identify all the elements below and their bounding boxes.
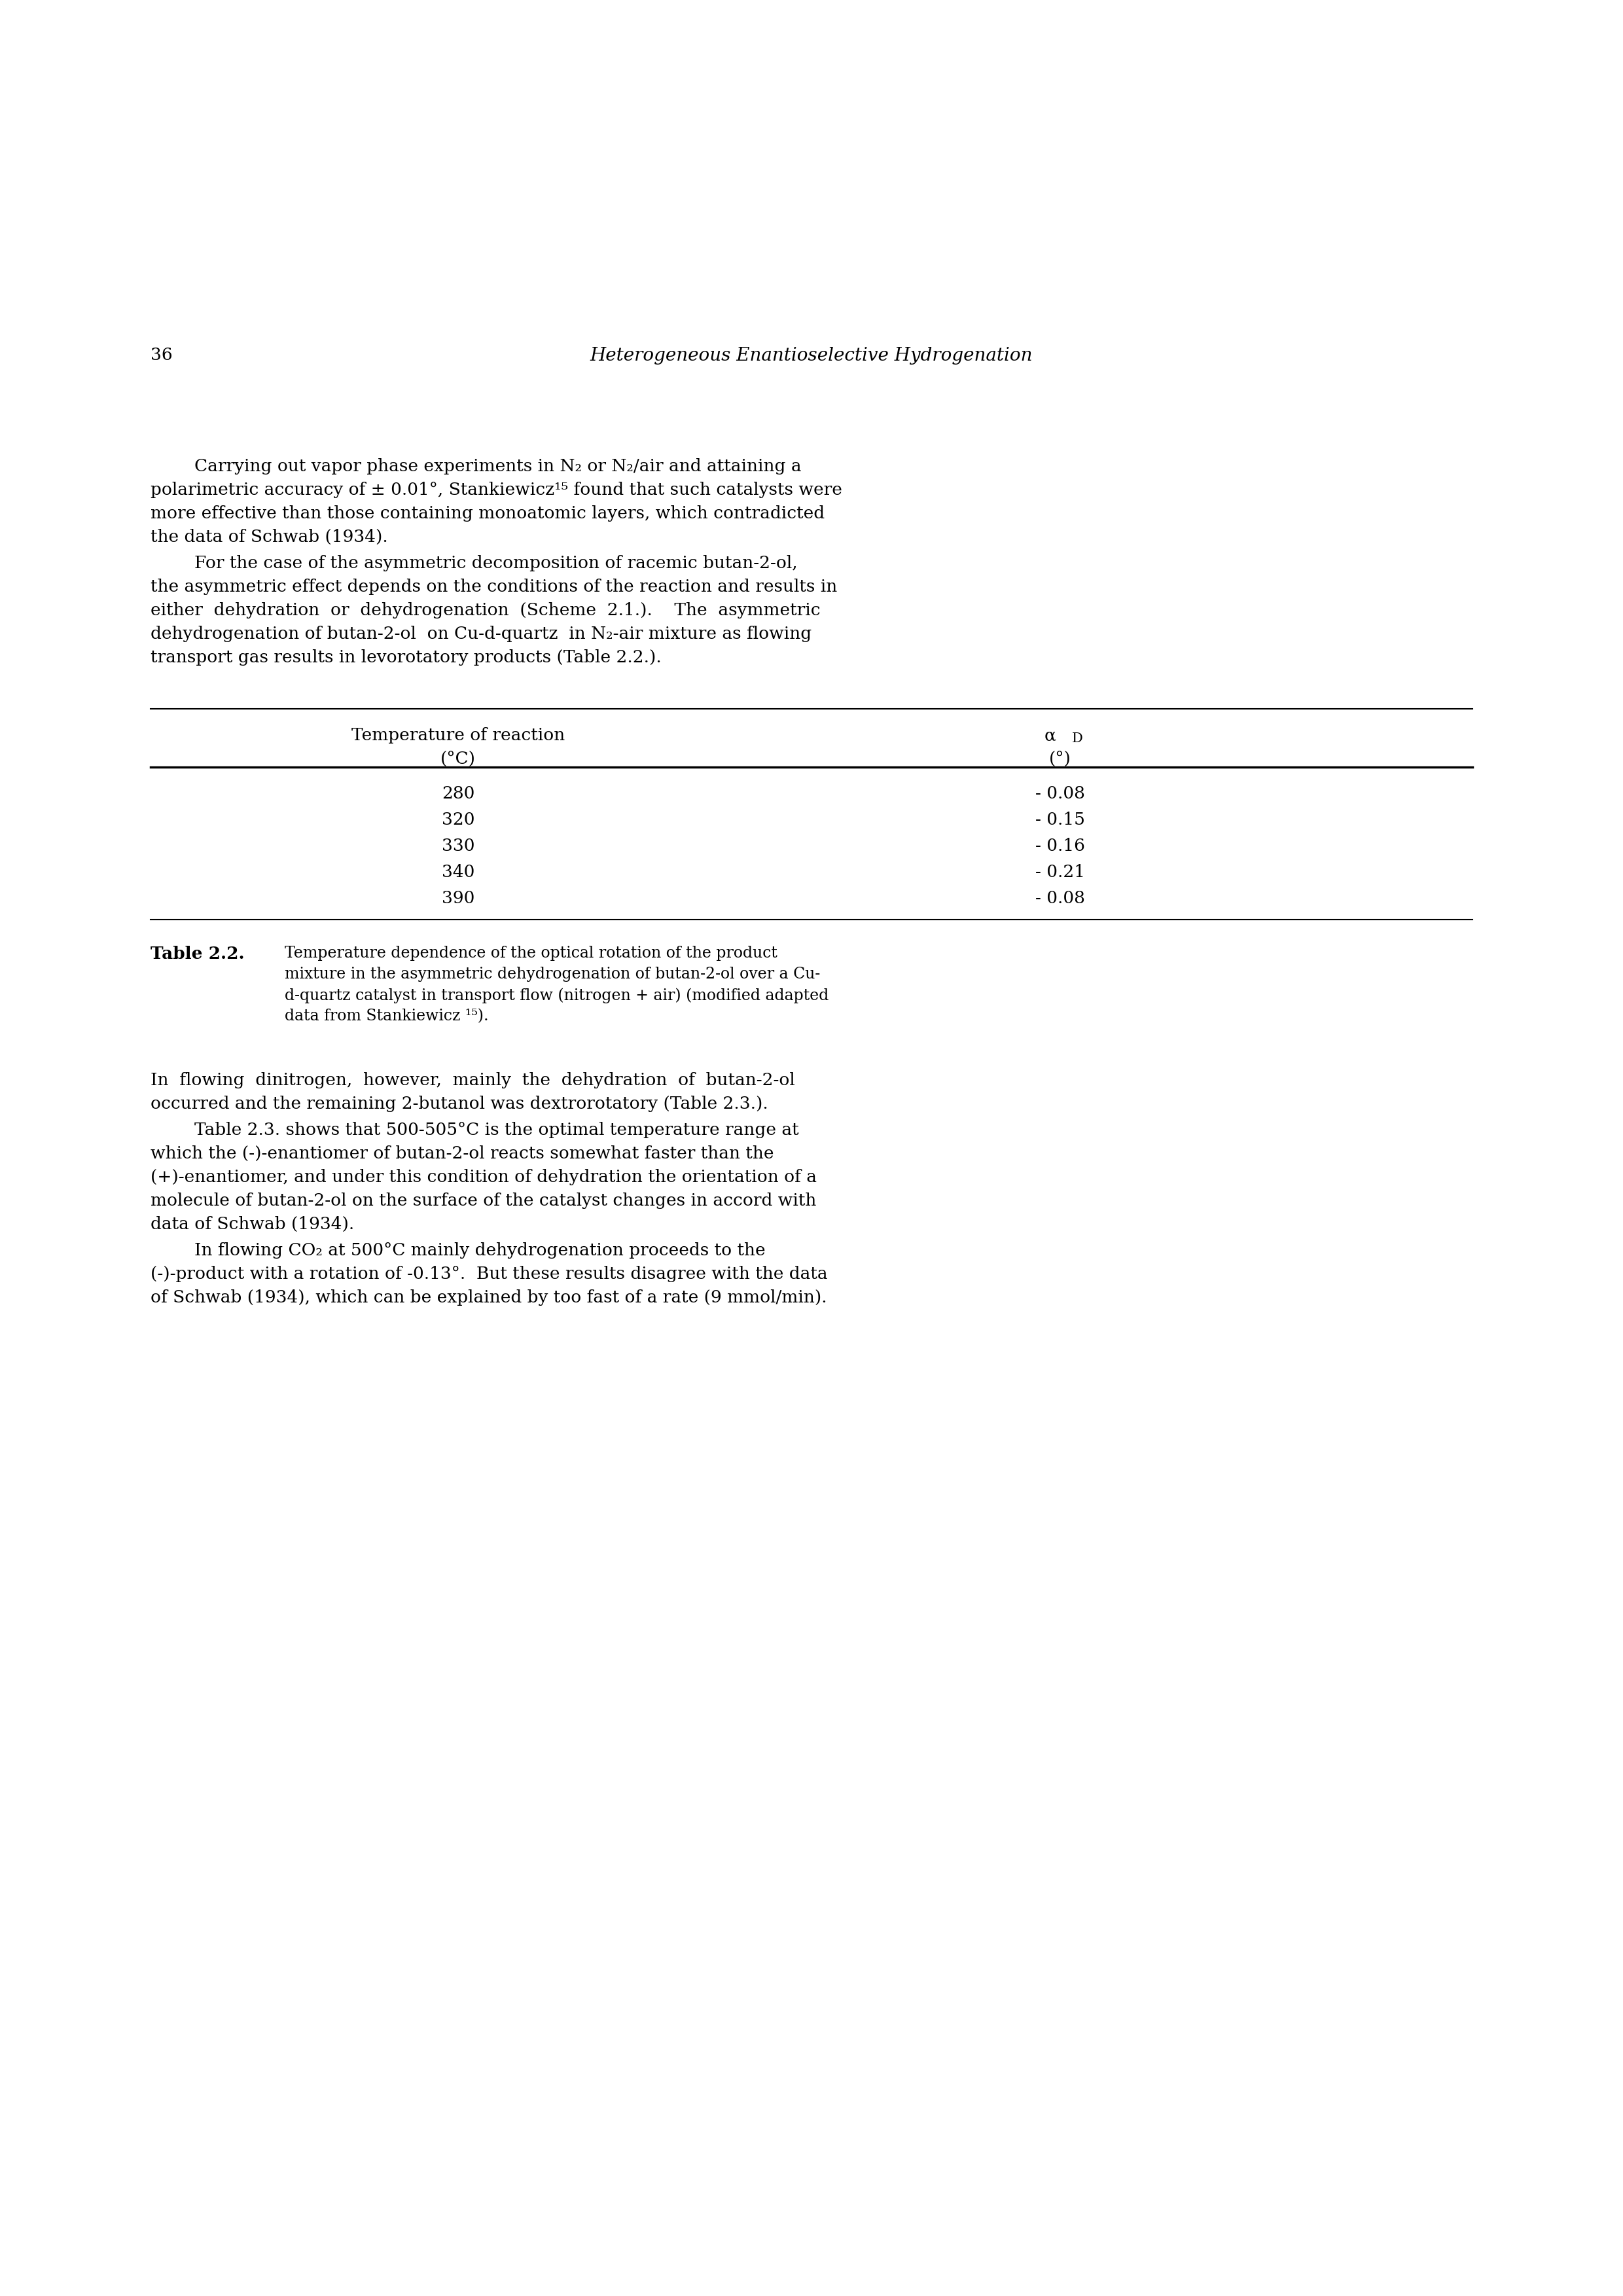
Text: 36: 36 <box>151 347 172 363</box>
Text: (°): (°) <box>1048 751 1071 767</box>
Text: - 0.08: - 0.08 <box>1035 785 1086 801</box>
Text: Carrying out vapor phase experiments in N₂ or N₂/air and attaining a: Carrying out vapor phase experiments in … <box>151 459 802 475</box>
Text: (+)-enantiomer, and under this condition of dehydration the orientation of a: (+)-enantiomer, and under this condition… <box>151 1169 816 1185</box>
Text: 390: 390 <box>441 891 474 907</box>
Text: data of Schwab (1934).: data of Schwab (1934). <box>151 1217 354 1233</box>
Text: Heterogeneous Enantioselective Hydrogenation: Heterogeneous Enantioselective Hydrogena… <box>591 347 1032 365</box>
Text: 320: 320 <box>441 810 474 829</box>
Text: Table 2.3. shows that 500-505°C is the optimal temperature range at: Table 2.3. shows that 500-505°C is the o… <box>151 1123 799 1139</box>
Text: α: α <box>1045 728 1057 744</box>
Text: either  dehydration  or  dehydrogenation  (Scheme  2.1.).    The  asymmetric: either dehydration or dehydrogenation (S… <box>151 602 820 618</box>
Text: the data of Schwab (1934).: the data of Schwab (1934). <box>151 528 388 544</box>
Text: more effective than those containing monoatomic layers, which contradicted: more effective than those containing mon… <box>151 505 824 521</box>
Text: - 0.15: - 0.15 <box>1035 810 1086 829</box>
Text: dehydrogenation of butan-2-ol  on Cu-​d​-quartz  in N₂-air mixture as flowing: dehydrogenation of butan-2-ol on Cu-​d​-… <box>151 627 812 643</box>
Text: mixture in the asymmetric dehydrogenation of butan-2-ol over a Cu-: mixture in the asymmetric dehydrogenatio… <box>284 967 820 983</box>
Text: ​d​-quartz catalyst in transport flow (nitrogen + air) (modified adapted: ​d​-quartz catalyst in transport flow (n… <box>284 987 829 1003</box>
Text: transport gas results in levorotatory products (Table 2.2.).: transport gas results in levorotatory pr… <box>151 650 662 666</box>
Text: molecule of butan-2-ol on the surface of the catalyst changes in accord with: molecule of butan-2-ol on the surface of… <box>151 1192 816 1210</box>
Text: - 0.08: - 0.08 <box>1035 891 1086 907</box>
Text: the asymmetric effect depends on the conditions of the reaction and results in: the asymmetric effect depends on the con… <box>151 579 837 595</box>
Text: 330: 330 <box>441 838 474 854</box>
Text: - 0.16: - 0.16 <box>1035 838 1086 854</box>
Text: polarimetric accuracy of ± 0.01°, Stankiewicz¹⁵ found that such catalysts were: polarimetric accuracy of ± 0.01°, Stanki… <box>151 482 842 498</box>
Text: occurred and the remaining 2-butanol was dextrorotatory (Table 2.3.).: occurred and the remaining 2-butanol was… <box>151 1095 768 1111</box>
Text: which the (-)-enantiomer of butan-2-ol reacts somewhat faster than the: which the (-)-enantiomer of butan-2-ol r… <box>151 1146 774 1162</box>
Text: data from Stankiewicz ¹⁵).: data from Stankiewicz ¹⁵). <box>284 1008 489 1024</box>
Text: D: D <box>1071 732 1083 744</box>
Text: (-)-product with a rotation of -0.13°.  But these results disagree with the data: (-)-product with a rotation of -0.13°. B… <box>151 1265 828 1281</box>
Text: Temperature dependence of the optical rotation of the product: Temperature dependence of the optical ro… <box>284 946 777 960</box>
Text: In  flowing  dinitrogen,  however,  mainly  the  dehydration  of  butan-2-ol: In flowing dinitrogen, however, mainly t… <box>151 1072 795 1088</box>
Text: In flowing CO₂ at 500°C mainly dehydrogenation proceeds to the: In flowing CO₂ at 500°C mainly dehydroge… <box>151 1242 766 1258</box>
Text: Table 2.2.: Table 2.2. <box>151 946 245 962</box>
Text: For the case of the asymmetric decomposition of racemic butan-2-ol,: For the case of the asymmetric decomposi… <box>151 556 797 572</box>
Text: - 0.21: - 0.21 <box>1035 863 1086 879</box>
Text: 280: 280 <box>441 785 474 801</box>
Text: 340: 340 <box>441 863 474 879</box>
Text: Temperature of reaction: Temperature of reaction <box>351 728 565 744</box>
Text: of Schwab (1934), which can be explained by too fast of a rate (9 mmol/min).: of Schwab (1934), which can be explained… <box>151 1290 828 1306</box>
Text: (°C): (°C) <box>440 751 476 767</box>
